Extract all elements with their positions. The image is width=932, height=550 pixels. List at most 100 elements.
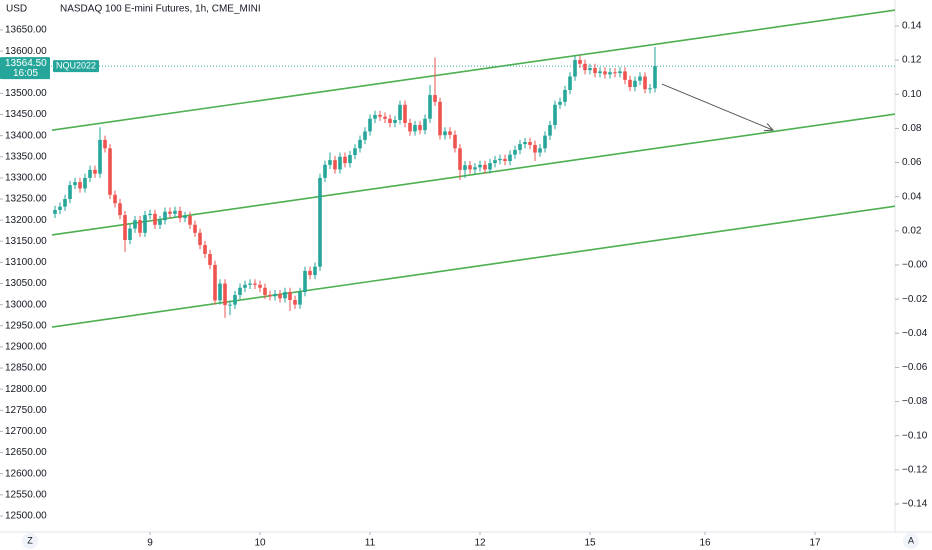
x-tick-label: 15 (584, 538, 596, 549)
candle-body (83, 177, 87, 189)
candle-body (543, 135, 547, 149)
candle-body (603, 71, 607, 75)
candle-body (223, 283, 227, 306)
y-tick-label: 13250.00 (5, 194, 47, 205)
zoom-button[interactable]: Z (27, 535, 33, 545)
candle-body (363, 131, 367, 140)
candle-body (88, 169, 92, 178)
candle-body (508, 154, 512, 161)
candle-body (103, 139, 107, 149)
candle-body (643, 76, 647, 90)
candle-body (638, 76, 642, 81)
y-tick-label: 12950.00 (5, 320, 47, 331)
candle-body (303, 270, 307, 292)
candle-body (653, 66, 657, 89)
candle-body (513, 150, 517, 155)
candle-body (68, 185, 72, 200)
y-tick-label: 13050.00 (5, 278, 47, 289)
x-tick-label: 10 (254, 538, 266, 549)
candle-body (483, 164, 487, 170)
candle-body (463, 165, 467, 170)
arrow-head (763, 123, 775, 132)
candle-body (138, 220, 142, 233)
candle-body (213, 264, 217, 301)
y-tick-label: 13650.00 (5, 25, 47, 36)
candle-body (118, 203, 122, 216)
y-tick-label: 12650.00 (5, 447, 47, 458)
candle-body (338, 156, 342, 170)
x-tick-label: 9 (147, 538, 153, 549)
y-tick-label: 13300.00 (5, 173, 47, 184)
y2-tick-label: 0.04 (902, 191, 922, 202)
y-tick-label: 13100.00 (5, 257, 47, 268)
y2-tick-label: 0.10 (902, 89, 922, 100)
price-tag-value: 13564.50 (5, 58, 47, 69)
y2-tick-label: −0.10 (902, 430, 928, 441)
candle-body (398, 104, 402, 121)
candle-body (468, 165, 472, 170)
y2-tick-label: 0.02 (902, 225, 922, 236)
candle-body (443, 131, 447, 136)
chart-title: NASDAQ 100 E-mini Futures, 1h, CME_MINI (60, 4, 261, 15)
candle-body (623, 71, 627, 80)
y2-tick-label: −0.06 (902, 362, 928, 373)
candle-body (173, 210, 177, 214)
candle-body (423, 118, 427, 131)
candle-body (158, 220, 162, 225)
candle-body (578, 60, 582, 64)
candle-body (258, 284, 262, 288)
candle-body (243, 284, 247, 288)
candle-body (163, 211, 167, 221)
y-tick-label: 12900.00 (5, 342, 47, 353)
y-tick-label: 13350.00 (5, 151, 47, 162)
y2-tick-label: −0.08 (902, 396, 928, 407)
candle-body (378, 114, 382, 117)
candle-body (328, 160, 332, 165)
candle-body (648, 88, 652, 90)
candle-body (533, 144, 537, 153)
auto-button[interactable]: A (908, 535, 914, 545)
candle-body (353, 148, 357, 156)
candle-body (568, 76, 572, 91)
candle-body (453, 134, 457, 149)
candle-body (268, 294, 272, 297)
candle-body (78, 182, 82, 189)
candle-body (593, 68, 597, 74)
candle-body (128, 228, 132, 241)
y-tick-label: 12600.00 (5, 468, 47, 479)
candle-body (368, 118, 372, 132)
candle-body (358, 139, 362, 149)
y2-tick-label: 0.12 (902, 55, 922, 66)
y2-tick-label: −0.02 (902, 294, 928, 305)
candle-body (343, 156, 347, 164)
y-tick-label: 12550.00 (5, 489, 47, 500)
y-tick-label: 12750.00 (5, 405, 47, 416)
candle-body (408, 122, 412, 132)
candle-body (63, 199, 67, 207)
candle-body (273, 294, 277, 297)
candle-body (218, 283, 222, 301)
candle-body (403, 104, 407, 123)
candle-body (373, 114, 377, 119)
candle-body (98, 139, 102, 174)
candle-body (253, 283, 257, 285)
candle-body (413, 125, 417, 132)
candle-body (438, 101, 442, 136)
symbol-tag-label: NQU2022 (56, 61, 96, 71)
candle-body (448, 131, 452, 135)
candle-body (293, 300, 297, 305)
y-tick-label: 12800.00 (5, 384, 47, 395)
button-bg (22, 533, 38, 549)
candle-body (53, 210, 57, 214)
y-tick-label: 13150.00 (5, 236, 47, 247)
candle-body (233, 294, 237, 305)
price-tag (0, 57, 50, 80)
candle-body (473, 167, 477, 170)
candle-body (498, 158, 502, 161)
candle-body (588, 68, 592, 71)
candle-body (278, 294, 282, 299)
candle-body (193, 224, 197, 233)
candle-body (208, 253, 212, 265)
candle-body (288, 291, 292, 301)
candle-body (428, 95, 432, 119)
